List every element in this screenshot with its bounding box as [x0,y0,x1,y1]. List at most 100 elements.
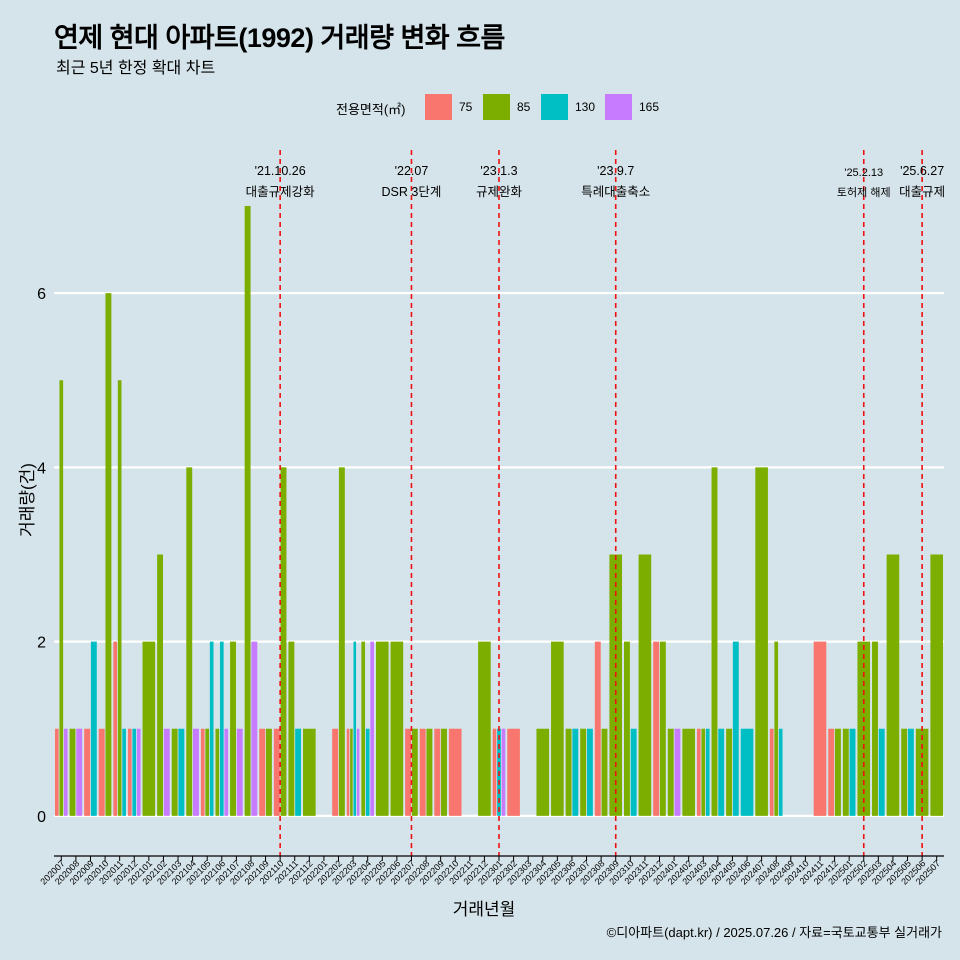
bar-85-202105 [205,728,210,816]
bar-85-202402 [682,728,695,816]
legend-swatch-130 [541,94,568,120]
bar-75-202412 [828,728,835,816]
bar-75-202007 [54,728,59,816]
bar-75-202011 [113,641,118,816]
event-text-label: 토허제 해제 [837,185,891,199]
event-text-label: 대출규제강화 [246,185,316,199]
event-text-label: 특례대출축소 [581,185,650,199]
bar-85-202203 [350,728,353,816]
legend-label-165: 165 [639,100,660,114]
event-date-label: '25.2.13 [844,167,883,179]
bar-85-202308 [601,728,608,816]
legend-swatch-165 [605,94,632,120]
bar-165-202012 [136,728,141,816]
bar-85-202403 [701,728,706,816]
bar-85-202111 [288,641,295,816]
bar-165-202007 [63,728,68,816]
bar-75-202012 [127,728,132,816]
bar-75-202208 [419,728,426,816]
event-text-label: 대출규제 [899,185,945,199]
bar-85-202405 [726,728,733,816]
bar-75-202010 [98,728,105,816]
bar-130-202111 [295,728,302,816]
event-lines [279,150,923,856]
bar-85-202205 [375,641,389,816]
bar-165-202203 [356,728,360,816]
legend-label-85: 85 [517,100,531,114]
bar-85-202209 [441,728,447,816]
bar-130-202405 [732,641,739,816]
legend-swatch-75 [425,94,452,120]
bar-75-202209 [434,728,441,816]
bar-85-202306 [565,728,572,816]
bar-85-202212 [478,641,491,816]
bar-85-202108 [244,205,251,816]
event-date-label: '23.9.7 [597,164,634,178]
bar-75-202312 [653,641,660,816]
legend-swatch-85 [483,94,510,120]
bar-85-202106 [215,728,220,816]
bar-85-202104 [186,467,193,816]
bar-85-202008 [69,728,76,816]
bar-130-202408 [778,728,783,816]
bar-85-202110 [280,467,287,816]
bar-75-202207 [405,728,412,816]
y-tick-label: 2 [37,635,46,652]
bar-85-202305 [551,641,564,816]
bar-85-202307 [580,728,587,816]
bar-165-202107 [236,728,243,816]
bar-85-202208 [426,728,433,816]
bar-130-202009 [90,641,97,816]
bar-85-202310 [624,641,630,816]
y-axis-title: 거래량(건) [18,463,37,537]
bar-130-202103 [178,728,185,816]
legend-title: 전용면적(㎡) [336,102,406,117]
bar-130-202011 [122,728,126,816]
y-tick-label: 0 [37,809,46,826]
bar-130-202403 [705,728,710,816]
bar-85-202304 [536,728,550,816]
event-date-label: '23.1.3 [480,164,517,178]
bar-130-202310 [630,728,637,816]
chart-title: 연제 현대 아파트(1992) 거래량 변화 흐름 [54,23,505,53]
bar-85-202101 [142,641,156,816]
bar-75-202411 [813,641,827,816]
bars [54,205,944,816]
bar-165-202108 [251,641,258,816]
event-text-label: 규제완화 [476,185,523,199]
bar-85-202010 [105,293,112,816]
bar-85-202007 [59,380,64,816]
bar-75-202403 [696,728,701,816]
event-date-label: '25.6.27 [900,164,944,178]
legend-label-75: 75 [459,100,473,114]
bar-85-202503 [872,641,878,816]
event-date-label: '21.10.26 [255,164,306,178]
x-axis-title: 거래년월 [453,900,516,919]
bar-85-202504 [886,554,900,816]
legend-label-130: 130 [575,100,596,114]
bar-85-202204 [361,641,366,816]
bar-75-202110 [273,728,280,816]
bar-85-202401 [667,728,674,816]
bar-85-202011 [117,380,122,816]
bar-75-202210 [448,728,462,816]
bar-130-202505 [907,728,914,816]
bar-85-202501 [842,728,849,816]
bar-130-202306 [572,728,579,816]
bar-85-202507 [930,554,944,816]
bar-130-202012 [132,728,137,816]
bar-85-202407 [755,467,768,816]
bar-85-202311 [638,554,652,816]
y-tick-label: 6 [37,286,46,303]
bar-85-202102 [157,554,164,816]
event-annotations: '21.10.26 대출규제강화 '22.07 DSR 3단계 '23.1.3 규제완화 '… [246,164,945,199]
bar-165-202104 [193,728,199,816]
bar-165-202301 [501,728,506,816]
bar-75-202308 [594,641,601,816]
bar-85-202312 [659,641,666,816]
bar-75-202408 [769,728,774,816]
bar-85-202112 [303,728,316,816]
bar-130-202501 [849,728,856,816]
bar-85-202103 [171,728,178,816]
bar-75-202105 [200,728,205,816]
